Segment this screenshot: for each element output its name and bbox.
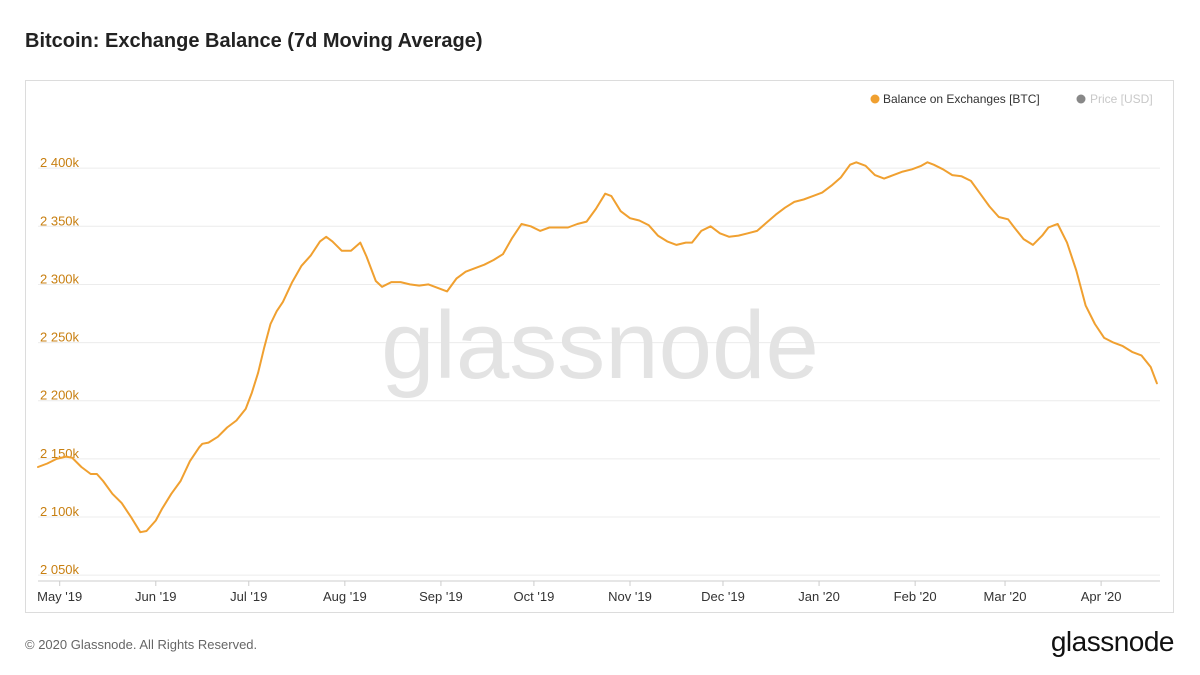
legend-label: Price [USD] (1090, 92, 1153, 106)
legend-item-price[interactable]: Price [USD] (1076, 92, 1153, 106)
y-tick-label: 2 050k (40, 562, 80, 577)
chart-title: Bitcoin: Exchange Balance (7d Moving Ave… (25, 30, 483, 52)
x-tick-label: Aug '19 (323, 589, 367, 604)
y-tick-label: 2 100k (40, 504, 80, 519)
series-layer (37, 161, 1158, 534)
x-tick-label: Feb '20 (894, 589, 937, 604)
x-tick-label: Jan '20 (798, 589, 840, 604)
watermark: glassnode (381, 292, 819, 399)
x-tick-label: Dec '19 (701, 589, 745, 604)
legend-marker-icon (870, 94, 880, 104)
y-tick-label: 2 400k (40, 155, 80, 170)
legend-marker-icon (1076, 94, 1086, 104)
x-axis: May '19 Jun '19 Jul '19 Aug '19 Sep '19 Oct '… (37, 580, 1160, 604)
y-tick-label: 2 350k (40, 213, 80, 228)
y-tick-label: 2 200k (40, 388, 80, 403)
chart-frame (25, 80, 1174, 613)
legend-item-balance[interactable]: Balance on Exchanges [BTC] (870, 92, 1040, 106)
copyright-text: © 2020 Glassnode. All Rights Reserved. (25, 637, 258, 652)
x-tick-label: Apr '20 (1081, 589, 1122, 604)
legend: Balance on Exchanges [BTC] Price [USD] (870, 92, 1153, 106)
y-tick-label: 2 250k (40, 330, 80, 345)
y-tick-label: 2 300k (40, 271, 80, 286)
brand-logo: glassnode (1050, 626, 1175, 657)
x-tick-label: Nov '19 (608, 589, 652, 604)
x-tick-label: Oct '19 (514, 589, 555, 604)
x-tick-label: Sep '19 (419, 589, 463, 604)
x-tick-label: Mar '20 (984, 589, 1027, 604)
x-tick-label: Jul '19 (230, 589, 267, 604)
legend-label: Balance on Exchanges [BTC] (883, 92, 1040, 106)
x-tick-label: Jun '19 (135, 589, 177, 604)
grid-lines (38, 167, 1160, 576)
x-tick-label: May '19 (37, 589, 82, 604)
series-line-balance (37, 161, 1158, 534)
